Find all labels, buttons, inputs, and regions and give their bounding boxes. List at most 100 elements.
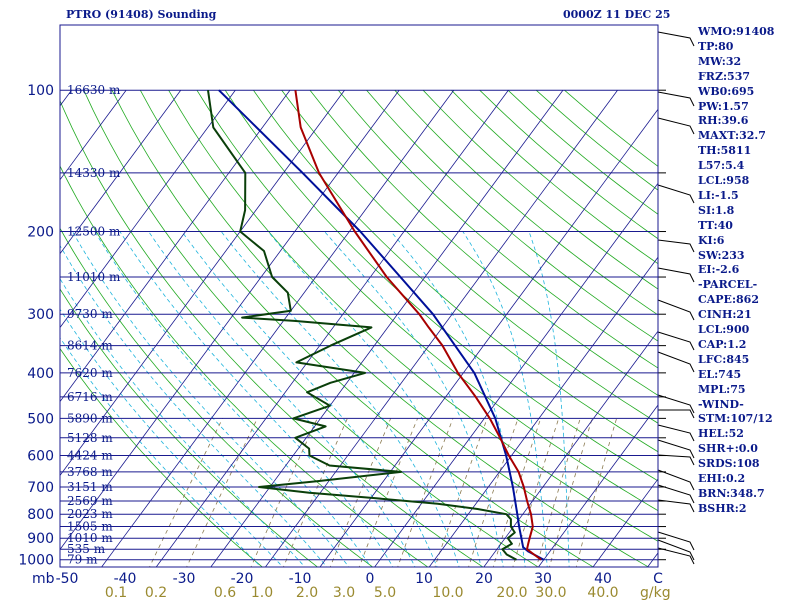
index-value: STM:107/12 xyxy=(698,412,773,426)
wind-barb xyxy=(657,469,695,491)
index-value: EHI:0.2 xyxy=(698,472,746,485)
dry-adiabat xyxy=(253,89,658,453)
wind-barb xyxy=(657,351,695,373)
index-value: LFC:845 xyxy=(698,352,750,366)
wind-barb xyxy=(657,484,695,504)
moist-adiabat xyxy=(60,308,284,567)
index-value: RH:39.6 xyxy=(698,114,749,128)
parcel-trace xyxy=(218,89,545,561)
wind-barb xyxy=(657,539,695,561)
temperature-tick: -20 xyxy=(231,571,254,587)
height-label: 2569 m xyxy=(67,494,113,508)
isotherm xyxy=(483,330,658,567)
index-value: SW:233 xyxy=(698,248,745,262)
wind-barb xyxy=(657,117,695,135)
mixing-ratio-line xyxy=(492,418,542,567)
mixing-ratio-tick: 10.0 xyxy=(432,585,463,600)
index-value: MPL:75 xyxy=(698,382,746,396)
wind-barb xyxy=(657,499,695,513)
pressure-label: 200 xyxy=(27,225,54,241)
temperature-tick: -50 xyxy=(56,571,79,587)
dry-adiabat xyxy=(60,165,429,567)
height-label: 1010 m xyxy=(67,531,113,545)
wind-barb xyxy=(658,409,695,419)
wind-barb xyxy=(657,299,695,321)
dry-adiabat xyxy=(60,99,484,567)
height-label: 9730 m xyxy=(67,307,113,321)
moist-adiabat xyxy=(60,244,328,567)
height-label: 2023 m xyxy=(67,507,113,521)
temperature-tick: -30 xyxy=(173,571,196,587)
height-label: 3768 m xyxy=(67,465,113,479)
temperature-trace xyxy=(294,90,542,561)
index-value: LI:-1.5 xyxy=(698,188,739,202)
mixing-ratio-line xyxy=(536,418,581,567)
dry-adiabat xyxy=(60,288,319,567)
moist-adiabat xyxy=(181,231,438,567)
height-label: 535 m xyxy=(67,542,106,556)
dry-adiabat xyxy=(394,89,658,316)
dry-adiabat xyxy=(366,89,658,342)
moist-adiabat xyxy=(60,337,262,567)
mixing-ratio-line xyxy=(434,418,488,567)
isotherm xyxy=(428,256,658,567)
mixing-ratio-unit: g/kg xyxy=(640,585,671,600)
height-label: 5890 m xyxy=(67,411,113,425)
isotherm xyxy=(60,89,127,181)
index-value: LCL:900 xyxy=(698,323,750,336)
mixing-ratio-line xyxy=(358,418,418,567)
temperature-tick: 40 xyxy=(594,571,612,587)
moist-adiabat xyxy=(528,231,570,567)
isotherm xyxy=(60,89,345,477)
moist-adiabat xyxy=(324,231,504,567)
index-value: BSHR:2 xyxy=(698,501,747,515)
dry-adiabat xyxy=(309,89,658,396)
pressure-label: 1000 xyxy=(18,553,54,569)
station-title: PTRO (91408) Sounding xyxy=(66,8,217,21)
index-value: CAPE:862 xyxy=(698,293,759,307)
index-value: SRDS:108 xyxy=(698,457,760,471)
temperature-tick: 30 xyxy=(534,571,552,587)
moist-adiabat xyxy=(60,277,306,567)
plot-frame xyxy=(59,24,659,568)
index-value: BRN:348.7 xyxy=(698,486,765,500)
height-label: 3151 m xyxy=(67,480,113,494)
index-value: MAXT:32.7 xyxy=(698,129,766,143)
mixing-ratio-tick: 30.0 xyxy=(535,585,566,600)
wind-barb xyxy=(657,184,695,204)
isotherm xyxy=(0,90,17,569)
pressure-label: 600 xyxy=(27,449,54,465)
mixing-ratio-tick: 2.0 xyxy=(296,585,318,600)
index-value: CINH:21 xyxy=(698,308,752,322)
dry-adiabat xyxy=(422,89,658,290)
index-value: -PARCEL- xyxy=(698,278,758,292)
dry-adiabat xyxy=(281,89,658,424)
mixing-ratio-line xyxy=(397,418,454,567)
height-label: 14330 m xyxy=(67,166,121,180)
mixing-ratio-line xyxy=(282,418,348,567)
dry-adiabat xyxy=(83,90,539,567)
pressure-label: 100 xyxy=(27,83,54,99)
mixing-ratio-line xyxy=(549,418,593,567)
pressure-label: 700 xyxy=(27,480,54,496)
wind-barb xyxy=(657,31,695,47)
wind-barb xyxy=(657,424,695,442)
index-value: MW:32 xyxy=(698,54,742,68)
height-label: 5128 m xyxy=(67,431,113,445)
height-label: 7620 m xyxy=(67,366,113,380)
height-label: 12500 m xyxy=(67,225,121,239)
mixing-ratio-line xyxy=(250,418,318,567)
pressure-label: 500 xyxy=(27,411,54,427)
temperature-tick: 0 xyxy=(366,571,375,587)
mixing-ratio-tick: 0.6 xyxy=(214,585,236,600)
wind-barb xyxy=(657,439,695,459)
wind-barb xyxy=(657,331,695,351)
pressure-label: 900 xyxy=(27,531,54,547)
wind-barb xyxy=(657,394,695,414)
mixing-ratio-tick: 0.1 xyxy=(105,585,127,600)
moist-adiabat xyxy=(220,231,460,567)
mixing-ratio-line xyxy=(512,418,560,567)
wind-barb xyxy=(657,267,695,283)
isotherm xyxy=(60,89,291,403)
